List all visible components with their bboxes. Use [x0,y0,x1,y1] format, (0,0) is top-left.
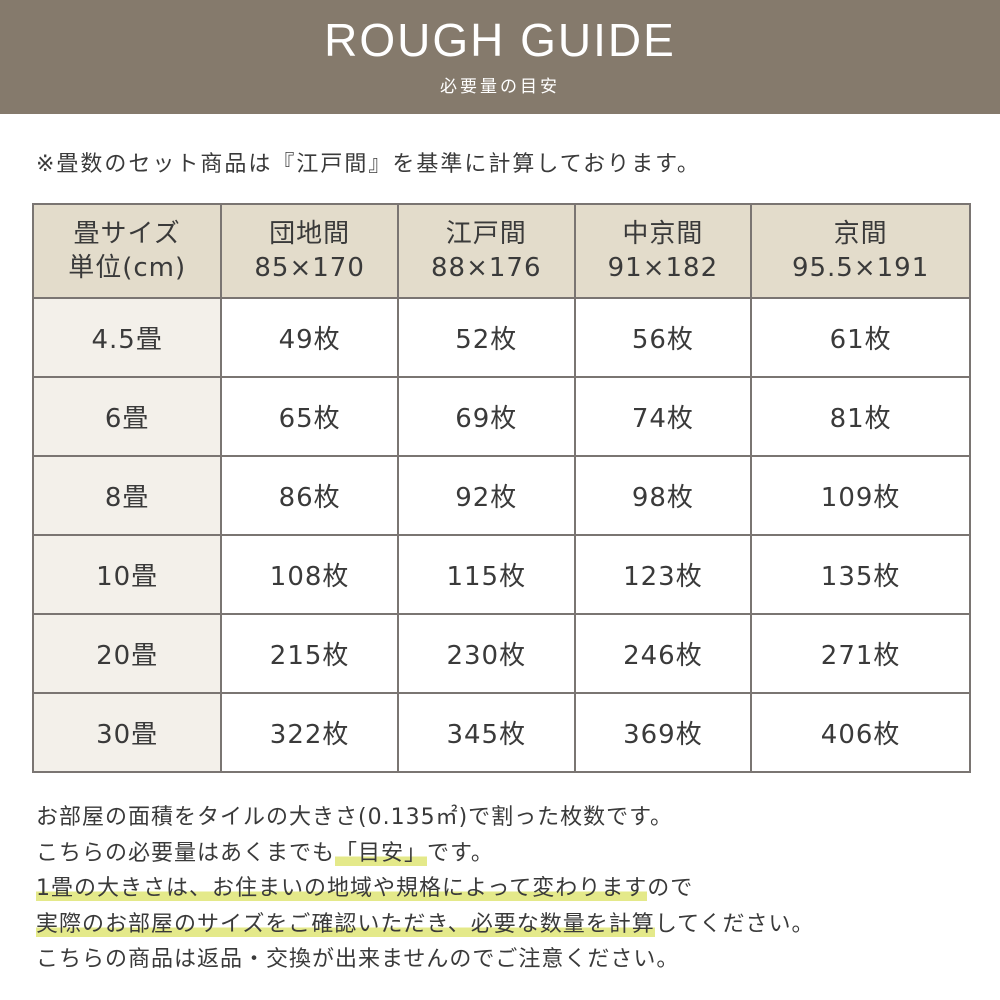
note: ※畳数のセット商品は『江戸間』を基準に計算しております。 [36,152,701,177]
table-cell: 61枚 [750,297,971,378]
footer-text: ので [647,876,694,901]
column-header-text: 単位(cm) [68,253,187,283]
column-header: 江戸間 88×176 [396,203,576,299]
table-cell: 98枚 [573,455,753,536]
column-header: 京間 95.5×191 [750,203,971,299]
footer-line: こちらの必要量はあくまでも「目安」です。 [36,836,815,872]
table-row: 20畳 215枚 230枚 246枚 271枚 [31,613,971,694]
table-cell: 52枚 [396,297,576,378]
table-cell: 123枚 [573,534,753,615]
footer-text: こちらの商品は返品・交換が出来ませんのでご注意ください。 [36,947,680,972]
footer-line: こちらの商品は返品・交換が出来ませんのでご注意ください。 [36,942,815,978]
table-row: 30畳 322枚 345枚 369枚 406枚 [31,692,971,773]
column-header: 畳サイズ単位(cm) [31,203,223,299]
highlighted-text: 実際のお部屋のサイズをご確認いただき、必要な数量を計算 [36,911,655,937]
table-cell: 271枚 [750,613,971,694]
table-row: 10畳 108枚 115枚 123枚 135枚 [31,534,971,615]
table-cell: 215枚 [220,613,399,694]
table-cell: 92枚 [396,455,576,536]
table-cell: 56枚 [573,297,753,378]
table-row: 6畳 65枚 69枚 74枚 81枚 [31,376,971,457]
highlighted-text: 1畳の大きさは、お住まいの地域や規格によって変わります [36,876,648,901]
table-cell: 74枚 [573,376,753,457]
highlighted-text: 「目安」 [335,840,428,866]
row-label: 20畳 [31,613,223,694]
banner-subtitle: 必要量の目安 [440,77,560,97]
table-cell: 81枚 [750,376,971,457]
footer-line: 実際のお部屋のサイズをご確認いただき、必要な数量を計算してください。 [36,907,815,943]
table-cell: 345枚 [396,692,576,773]
table-cell: 322枚 [220,692,399,773]
table-cell: 246枚 [573,613,753,694]
row-label: 6畳 [31,376,223,457]
table-cell: 369枚 [573,692,753,773]
table-cell: 69枚 [396,376,576,457]
table-cell: 406枚 [750,692,971,773]
column-header-text: 畳サイズ [73,219,181,249]
footer-text: してください。 [654,911,815,937]
footer-text: お部屋の面積をタイルの大きさ(0.135㎡)で割った枚数です。 [36,805,673,830]
row-label: 10畳 [31,534,223,615]
guide-table: 畳サイズ単位(cm) 団地間 85×170 江戸間 88×176 中京間 91×182 京間 9… [31,203,971,773]
table-cell: 135枚 [750,534,971,615]
column-header-text: 中京間 [622,219,704,249]
column-header: 団地間 85×170 [220,203,399,299]
table-cell: 49枚 [220,297,399,378]
column-header-text: 91×182 [607,253,719,283]
column-header-text: 85×170 [254,253,365,283]
column-header-text: 88×176 [431,253,542,283]
table-cell: 108枚 [220,534,399,615]
column-header-text: 団地間 [269,219,351,249]
footer-notes: お部屋の面積をタイルの大きさ(0.135㎡)で割った枚数です。 こちらの必要量は… [36,800,815,978]
row-label: 8畳 [31,455,223,536]
table-cell: 230枚 [396,613,576,694]
footer-text: こちらの必要量はあくまでも [36,840,336,866]
row-label: 4.5畳 [31,297,223,378]
table-row: 4.5畳 49枚 52枚 56枚 61枚 [31,297,971,378]
footer-text: です。 [427,840,494,866]
table-header-row: 畳サイズ単位(cm) 団地間 85×170 江戸間 88×176 中京間 91×182 京間 9… [31,203,971,299]
footer-line: お部屋の面積をタイルの大きさ(0.135㎡)で割った枚数です。 [36,800,815,836]
row-label: 30畳 [31,692,223,773]
table-row: 8畳 86枚 92枚 98枚 109枚 [31,455,971,536]
column-header: 中京間 91×182 [573,203,753,299]
table-cell: 115枚 [396,534,576,615]
banner-title: ROUGH GUIDE [324,14,676,66]
column-header-text: 京間 [833,219,888,249]
table-cell: 109枚 [750,455,971,536]
column-header-text: 江戸間 [445,219,527,249]
banner: ROUGH GUIDE 必要量の目安 [0,0,1000,114]
table-cell: 65枚 [220,376,399,457]
table-cell: 86枚 [220,455,399,536]
column-header-text: 95.5×191 [791,253,930,283]
footer-line: 1畳の大きさは、お住まいの地域や規格によって変わりますので [36,871,815,907]
